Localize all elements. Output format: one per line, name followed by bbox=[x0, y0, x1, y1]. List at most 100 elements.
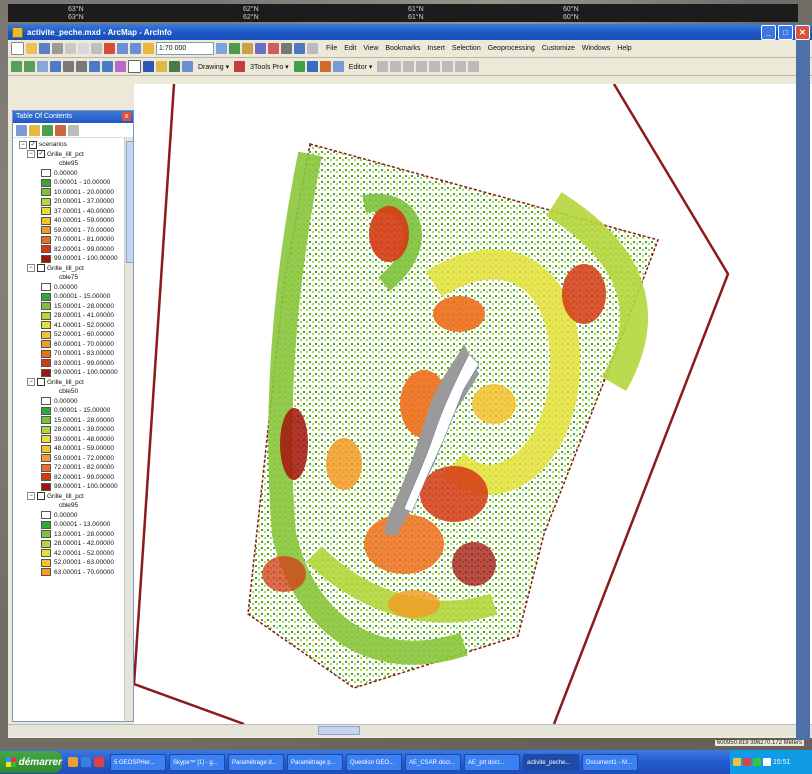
map-canvas[interactable] bbox=[132, 83, 812, 726]
legend-swatch[interactable] bbox=[41, 283, 51, 292]
legend-swatch[interactable] bbox=[41, 359, 51, 368]
legend-class[interactable]: 82.00001 - 99.00000 bbox=[19, 473, 133, 483]
ie-icon[interactable] bbox=[81, 757, 91, 767]
legend-swatch[interactable] bbox=[41, 292, 51, 301]
toc-scrollbar[interactable] bbox=[124, 137, 134, 721]
tools-pro-dropdown[interactable]: 3Tools Pro ▾ bbox=[250, 63, 289, 71]
legend-class[interactable]: 48.00001 - 59.00000 bbox=[19, 444, 133, 454]
network-icon[interactable] bbox=[733, 758, 741, 766]
cut-icon[interactable] bbox=[65, 43, 76, 54]
select-elements-icon[interactable] bbox=[128, 60, 141, 73]
legend-class[interactable]: 20.00001 - 37.00000 bbox=[19, 197, 133, 207]
legend-swatch[interactable] bbox=[41, 330, 51, 339]
draw-rectangle-icon[interactable] bbox=[234, 61, 246, 72]
arctoolbox-icon[interactable] bbox=[268, 43, 279, 54]
legend-class[interactable]: 39.00001 - 48.00000 bbox=[19, 435, 133, 445]
legend-swatch[interactable] bbox=[41, 444, 51, 453]
legend-swatch[interactable] bbox=[41, 454, 51, 463]
legend-class[interactable]: 28.00001 - 41.00000 bbox=[19, 311, 133, 321]
toc-close-button[interactable]: x bbox=[122, 112, 131, 121]
options-icon[interactable] bbox=[68, 124, 79, 136]
legend-class[interactable]: 28.00001 - 39.00000 bbox=[19, 425, 133, 435]
legend-swatch[interactable] bbox=[41, 435, 51, 444]
legend-swatch[interactable] bbox=[41, 425, 51, 434]
legend-swatch[interactable] bbox=[41, 463, 51, 472]
start-button[interactable]: démarrer bbox=[0, 751, 62, 773]
legend-class[interactable]: 52.00001 - 60.00000 bbox=[19, 330, 133, 340]
taskbar-button[interactable]: activite_peche... bbox=[523, 753, 579, 771]
antivirus-icon[interactable] bbox=[743, 758, 751, 766]
rotate-tool-icon[interactable] bbox=[429, 61, 441, 72]
collapse-icon[interactable]: − bbox=[27, 378, 35, 387]
menu-windows[interactable]: Windows bbox=[581, 45, 611, 52]
layer-checkbox[interactable] bbox=[37, 492, 45, 501]
undo-icon[interactable] bbox=[117, 43, 128, 54]
modelbuilder-icon[interactable] bbox=[294, 43, 305, 54]
taskbar-button[interactable]: Paramétrage p... bbox=[287, 753, 343, 771]
vertex-tool-icon[interactable] bbox=[403, 61, 415, 72]
legend-swatch[interactable] bbox=[41, 520, 51, 529]
legend-class[interactable]: 60.00001 - 70.00000 bbox=[19, 340, 133, 350]
window-titlebar[interactable]: activite_peche.mxd - ArcMap - ArcInfo _ … bbox=[8, 24, 812, 40]
legend-class[interactable]: 13.00001 - 28.00000 bbox=[19, 530, 133, 540]
hyperlink-icon[interactable] bbox=[156, 61, 167, 72]
taskbar-button[interactable]: 5 GEOSPHer... bbox=[110, 753, 166, 771]
redo-icon[interactable] bbox=[130, 43, 141, 54]
toc-window-icon[interactable] bbox=[229, 43, 240, 54]
toc-scroll-thumb[interactable] bbox=[126, 141, 134, 263]
pan-icon[interactable] bbox=[37, 61, 48, 72]
legend-class[interactable]: 41.00001 - 52.00000 bbox=[19, 321, 133, 331]
legend-swatch[interactable] bbox=[41, 558, 51, 567]
legend-class[interactable]: 72.00001 - 82.00000 bbox=[19, 463, 133, 473]
taskbar-button[interactable]: Document1 - M... bbox=[582, 753, 638, 771]
layer-checkbox[interactable] bbox=[37, 264, 45, 273]
edit-tool-icon[interactable] bbox=[377, 61, 389, 72]
legend-class[interactable]: 0.00001 - 15.00000 bbox=[19, 406, 133, 416]
sketch-tool-icon[interactable] bbox=[390, 61, 402, 72]
legend-swatch[interactable] bbox=[41, 397, 51, 406]
measure-icon[interactable] bbox=[169, 61, 180, 72]
menu-file[interactable]: File bbox=[326, 45, 338, 52]
fixed-zoom-out-icon[interactable] bbox=[76, 61, 87, 72]
legend-swatch[interactable] bbox=[41, 530, 51, 539]
legend-swatch[interactable] bbox=[41, 197, 51, 206]
legend-class[interactable]: 63.00001 - 70.00000 bbox=[19, 568, 133, 578]
menu-bookmarks[interactable]: Bookmarks bbox=[385, 45, 421, 52]
legend-swatch[interactable] bbox=[41, 406, 51, 415]
maximize-button[interactable]: □ bbox=[778, 25, 793, 40]
legend-class[interactable]: 0.00001 - 15.00000 bbox=[19, 292, 133, 302]
zoom-in-icon[interactable] bbox=[11, 61, 22, 72]
legend-swatch[interactable] bbox=[41, 207, 51, 216]
raster-tool-icon[interactable] bbox=[319, 61, 331, 72]
legend-swatch[interactable] bbox=[41, 254, 51, 263]
legend-class[interactable]: 15.00001 - 28.00000 bbox=[19, 416, 133, 426]
legend-class[interactable]: 99.00001 - 100.00000 bbox=[19, 254, 133, 264]
editor-toolbar-icon[interactable] bbox=[216, 43, 227, 54]
menu-insert[interactable]: Insert bbox=[427, 45, 445, 52]
editor-dropdown[interactable]: Editor ▾ bbox=[348, 63, 373, 71]
legend-swatch[interactable] bbox=[41, 568, 51, 577]
update-icon[interactable] bbox=[753, 758, 761, 766]
minimize-button[interactable]: _ bbox=[761, 25, 776, 40]
legend-swatch[interactable] bbox=[41, 226, 51, 235]
legend-swatch[interactable] bbox=[41, 549, 51, 558]
copy-icon[interactable] bbox=[78, 43, 89, 54]
legend-class[interactable]: 0.00000 bbox=[19, 169, 133, 179]
legend-swatch[interactable] bbox=[41, 349, 51, 358]
attributes-icon[interactable] bbox=[442, 61, 454, 72]
identify-icon[interactable] bbox=[143, 61, 154, 72]
legend-class[interactable]: 40.00001 - 59.00000 bbox=[19, 216, 133, 226]
menu-selection[interactable]: Selection bbox=[451, 45, 481, 52]
legend-swatch[interactable] bbox=[41, 169, 51, 178]
forward-extent-icon[interactable] bbox=[102, 61, 113, 72]
fixed-zoom-in-icon[interactable] bbox=[63, 61, 74, 72]
open-folder-icon[interactable] bbox=[26, 43, 37, 54]
taskbar-button[interactable]: Paramétrage d... bbox=[228, 753, 284, 771]
taskbar-button[interactable]: AE_prt docr... bbox=[464, 753, 520, 771]
legend-class[interactable]: 28.00001 - 42.00000 bbox=[19, 539, 133, 549]
list-by-source-icon[interactable] bbox=[29, 124, 40, 136]
legend-swatch[interactable] bbox=[41, 178, 51, 187]
close-button[interactable]: ✕ bbox=[795, 25, 810, 40]
layer-tool-icon[interactable] bbox=[306, 61, 318, 72]
legend-swatch[interactable] bbox=[41, 416, 51, 425]
